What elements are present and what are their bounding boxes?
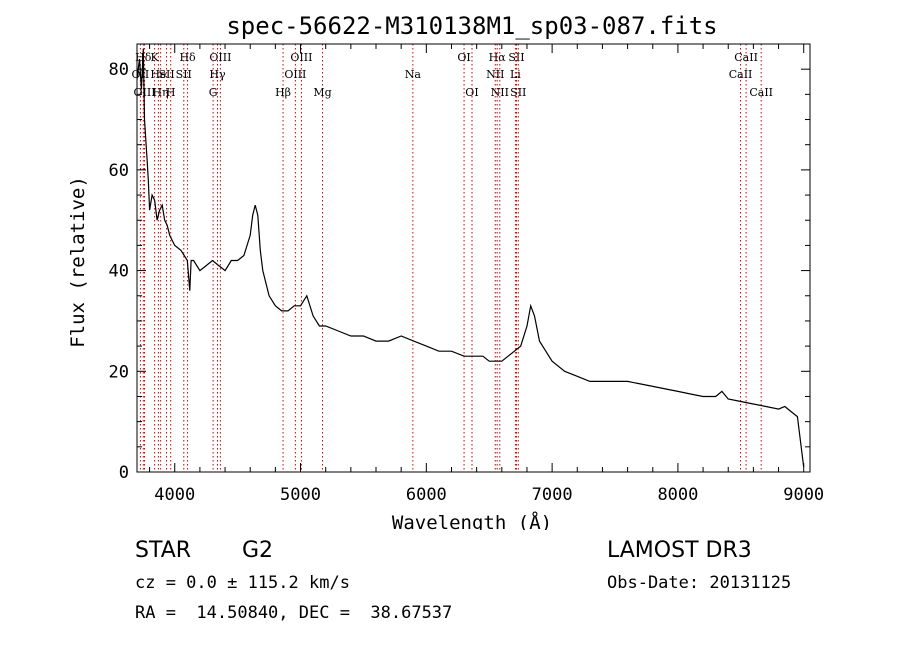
- marker-label: SII: [508, 51, 524, 64]
- spectrum-line: [136, 48, 805, 468]
- object-class: STAR: [135, 538, 192, 563]
- spectrum-chart: spec-56622-M310138M1_sp03-087.fits Hδ OII…: [67, 12, 824, 530]
- marker-label: CaII: [729, 68, 753, 81]
- marker-label: CaII: [749, 86, 773, 99]
- velocity-text: cz = 0.0 ± 115.2 km/s: [135, 573, 350, 593]
- marker-label: OI: [465, 86, 478, 99]
- y-axis-ticks: 0 20 40 60 80: [109, 43, 810, 483]
- object-subclass: G2: [242, 538, 274, 563]
- x-tick-label: 4000: [154, 485, 195, 505]
- marker-label: K: [151, 51, 160, 64]
- x-tick-label: 5000: [280, 485, 321, 505]
- y-tick-label: 20: [109, 362, 129, 382]
- obs-date: Obs-Date: 20131125: [607, 573, 792, 593]
- coordinates: RA = 14.50840, DEC = 38.67537: [135, 603, 453, 623]
- marker-label: Li: [510, 68, 521, 81]
- marker-label: Hγ: [209, 68, 226, 81]
- marker-label: Hη: [153, 86, 169, 99]
- emission-line-markers: HδOIIOIIIKHeHηSIIHHδSIIOIIIHγGOIIIOIIIHβ…: [132, 44, 773, 472]
- x-tick-label: 9000: [783, 485, 824, 505]
- marker-label: OIII: [209, 51, 231, 64]
- marker-label: OIII: [284, 68, 306, 81]
- marker-label: Hδ: [179, 51, 196, 64]
- plot-frame: [136, 43, 811, 473]
- marker-label: NII: [486, 68, 504, 81]
- marker-label: Hα: [489, 51, 507, 64]
- marker-label: H: [166, 86, 176, 99]
- marker-label: He: [150, 68, 166, 81]
- x-axis-ticks: 4000 5000 6000 7000 8000 9000: [149, 44, 824, 505]
- marker-label: Hβ: [275, 86, 291, 99]
- y-tick-label: 80: [109, 60, 129, 80]
- y-tick-label: 40: [109, 262, 129, 282]
- marker-label: NII: [491, 86, 509, 99]
- marker-label: G: [209, 86, 218, 99]
- marker-label: Na: [405, 68, 422, 81]
- y-axis-label: Flux (relative): [67, 176, 89, 348]
- x-tick-label: 6000: [406, 485, 447, 505]
- x-tick-label: 7000: [532, 485, 573, 505]
- survey-label: LAMOST DR3: [607, 538, 752, 563]
- x-tick-label: 8000: [657, 485, 698, 505]
- marker-label: SII: [158, 68, 174, 81]
- marker-label: SII: [176, 68, 192, 81]
- marker-label: OI: [457, 51, 470, 64]
- marker-label: OIII: [290, 51, 312, 64]
- marker-label: SII: [510, 86, 526, 99]
- x-axis-label: Wavelength (Å): [392, 511, 552, 530]
- marker-label: CaII: [734, 51, 758, 64]
- marker-label: Mg: [313, 86, 331, 99]
- y-tick-label: 0: [119, 463, 129, 483]
- y-tick-label: 60: [109, 161, 129, 181]
- chart-title: spec-56622-M310138M1_sp03-087.fits: [226, 12, 717, 40]
